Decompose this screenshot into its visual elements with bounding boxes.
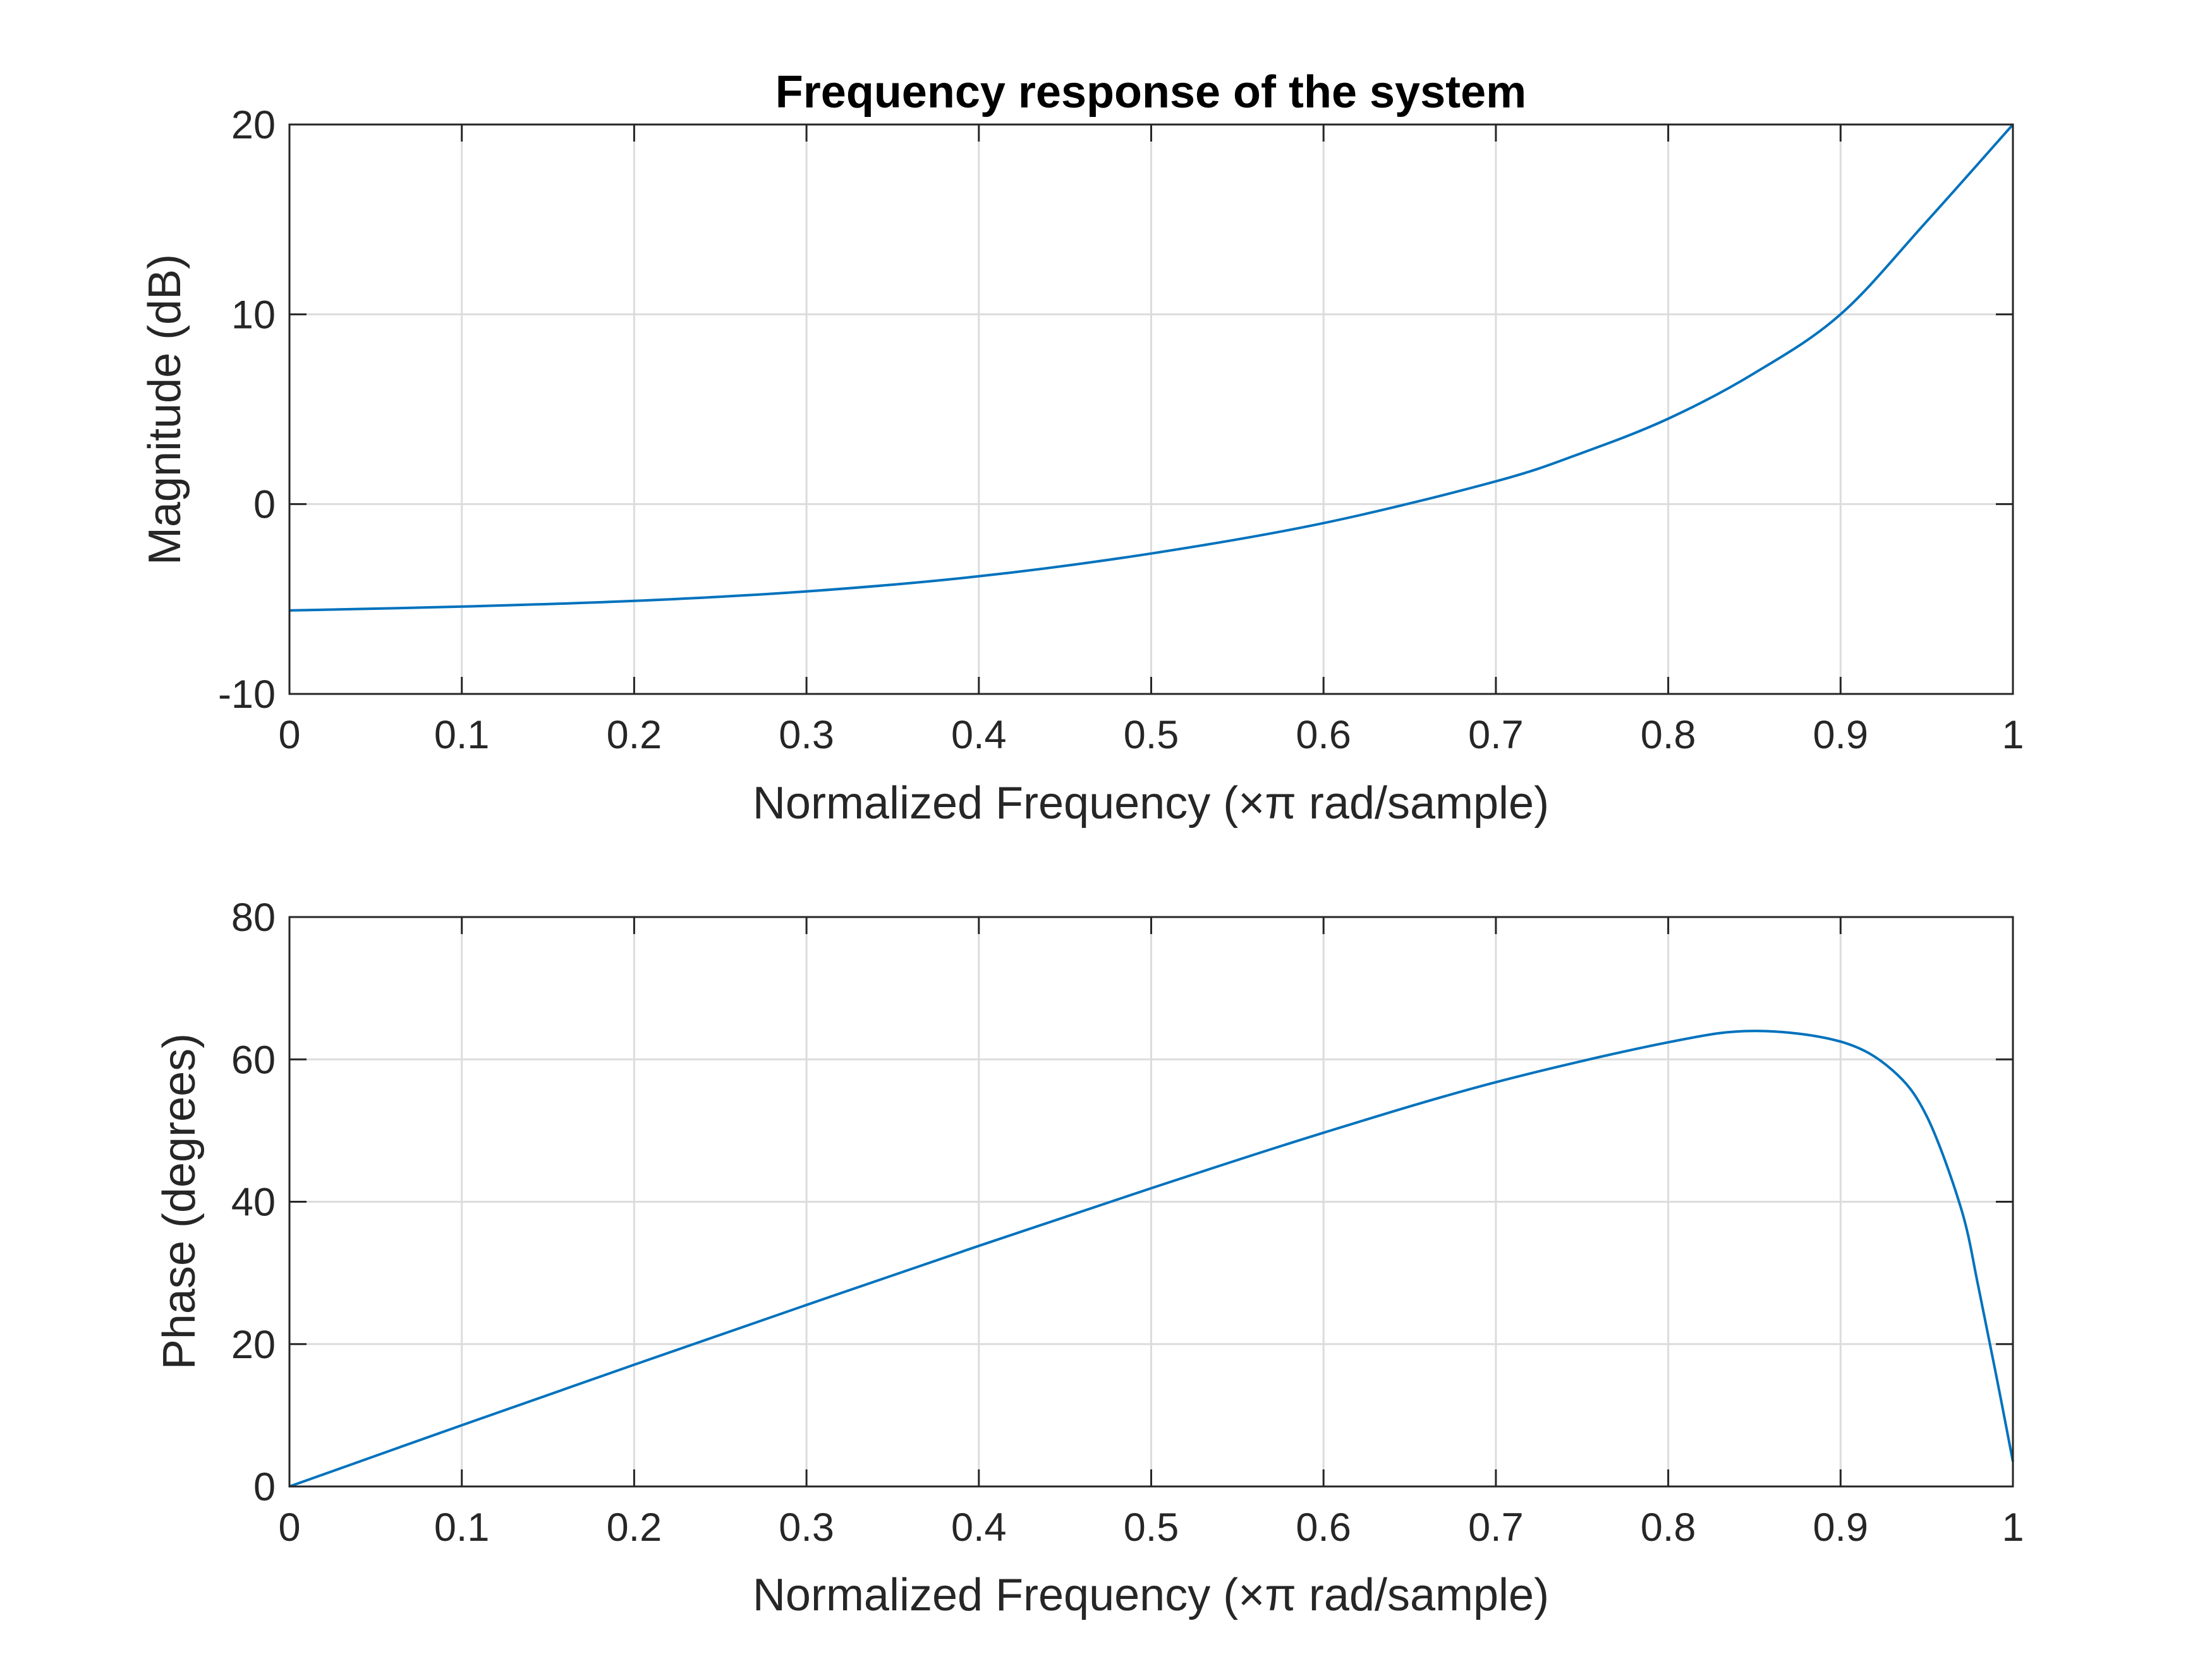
phase-y-tick-label: 80 bbox=[231, 896, 276, 940]
phase-y-tick-label: 20 bbox=[231, 1323, 276, 1367]
phase-grid bbox=[289, 917, 2013, 1486]
phase-y-tick-labels: 0 20 40 60 80 bbox=[231, 896, 276, 1509]
magnitude-x-tick-labels: 0 0.1 0.2 0.3 0.4 0.5 0.6 0.7 0.8 0.9 1 bbox=[278, 713, 2024, 757]
magnitude-x-tick-label: 0.5 bbox=[1124, 713, 1179, 757]
phase-y-tick-label: 40 bbox=[231, 1181, 276, 1225]
magnitude-x-tick-label: 0.2 bbox=[607, 713, 662, 757]
phase-x-tick-label: 0.1 bbox=[434, 1505, 490, 1550]
magnitude-y-tick-label: -10 bbox=[218, 672, 276, 717]
magnitude-y-axis-label: Magnitude (dB) bbox=[140, 254, 190, 565]
phase-y-tick-label: 0 bbox=[253, 1465, 276, 1509]
phase-x-tick-label: 0.4 bbox=[951, 1505, 1007, 1550]
phase-plot: 0 0.1 0.2 0.3 0.4 0.5 0.6 0.7 0.8 0.9 1 020406080 … bbox=[154, 896, 2024, 1620]
magnitude-x-tick-label: 0 bbox=[278, 713, 300, 757]
phase-x-tick-labels: 0 0.1 0.2 0.3 0.4 0.5 0.6 0.7 0.8 0.9 1 bbox=[278, 1505, 2024, 1550]
phase-x-axis-label: Normalized Frequency (×π rad/sample) bbox=[753, 1570, 1549, 1620]
magnitude-x-tick-label: 0.3 bbox=[779, 713, 834, 757]
phase-x-tick-label: 0 bbox=[278, 1505, 300, 1550]
phase-x-tick-label: 0.3 bbox=[779, 1505, 834, 1550]
phase-x-tick-label: 0.9 bbox=[1813, 1505, 1869, 1550]
phase-x-tick-label: 0.8 bbox=[1641, 1505, 1696, 1550]
magnitude-x-tick-label: 1 bbox=[2002, 713, 2024, 757]
magnitude-x-tick-label: 0.4 bbox=[951, 713, 1007, 757]
magnitude-x-tick-label: 0.6 bbox=[1296, 713, 1351, 757]
magnitude-y-tick-label: 0 bbox=[253, 483, 276, 527]
phase-x-tick-label: 0.7 bbox=[1468, 1505, 1524, 1550]
magnitude-x-tick-label: 0.9 bbox=[1813, 713, 1869, 757]
magnitude-x-axis-label: Normalized Frequency (×π rad/sample) bbox=[753, 778, 1549, 829]
phase-y-tick-label: 60 bbox=[231, 1038, 276, 1082]
magnitude-grid bbox=[289, 125, 2013, 694]
phase-series-line bbox=[289, 1030, 2014, 1488]
phase-x-tick-label: 0.6 bbox=[1296, 1505, 1351, 1550]
phase-x-tick-label: 0.5 bbox=[1124, 1505, 1179, 1550]
phase-x-tick-label: 0.2 bbox=[607, 1505, 662, 1550]
magnitude-series-line bbox=[289, 123, 2014, 612]
magnitude-x-tick-label: 0.8 bbox=[1641, 713, 1696, 757]
phase-y-axis-label: Phase (degrees) bbox=[154, 1033, 205, 1370]
phase-series bbox=[289, 1030, 2014, 1488]
magnitude-series bbox=[289, 123, 2014, 612]
phase-plot-frame bbox=[288, 916, 2014, 1488]
chart-title: Frequency response of the system bbox=[775, 67, 1526, 118]
magnitude-x-tick-label: 0.1 bbox=[434, 713, 490, 757]
phase-x-tick-label: 1 bbox=[2002, 1505, 2024, 1550]
magnitude-x-tick-label: 0.7 bbox=[1468, 713, 1524, 757]
magnitude-plot-frame bbox=[288, 123, 2014, 695]
magnitude-y-tick-label: 20 bbox=[231, 103, 276, 147]
magnitude-y-tick-labels: -10 0 10 20 bbox=[218, 103, 276, 717]
magnitude-y-tick-label: 10 bbox=[231, 293, 276, 337]
